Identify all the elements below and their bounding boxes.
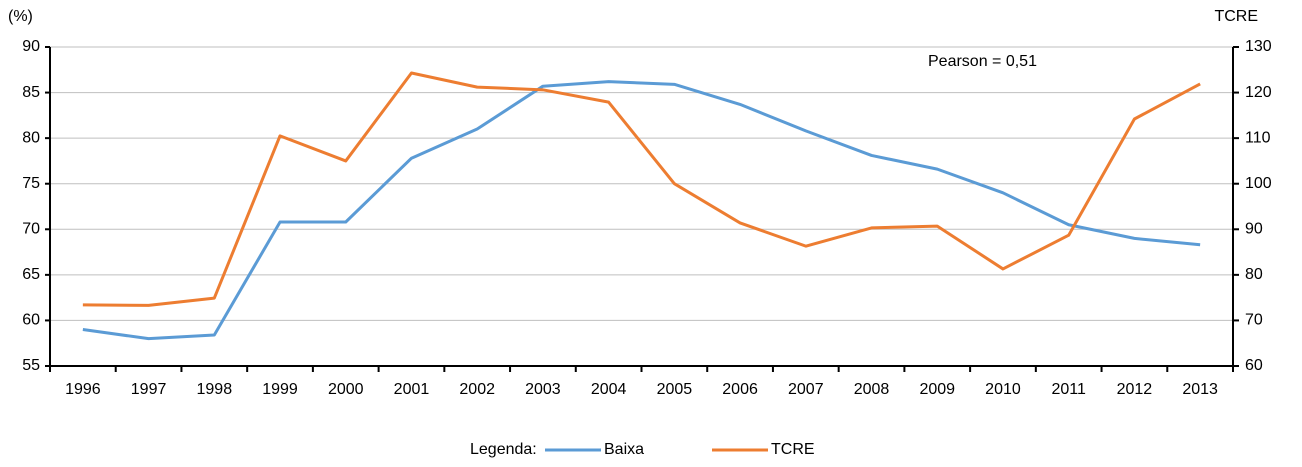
x-tick-label: 2013	[1182, 381, 1218, 398]
y-tick-label: 60	[22, 312, 40, 329]
y2-tick-label: 70	[1245, 312, 1263, 329]
legend-label: TCRE	[771, 441, 815, 458]
y-tick-label: 80	[22, 129, 40, 146]
line-series	[82, 80, 1201, 341]
y-tick-label: 70	[22, 221, 40, 238]
y-tick-label: 55	[22, 357, 40, 374]
annotation: Pearson = 0,51	[928, 53, 1037, 70]
y2-tick-label: 60	[1245, 357, 1263, 374]
x-tick-label: 2007	[788, 381, 824, 398]
y2-tick-label: 110	[1245, 129, 1271, 146]
x-tick-label: 1996	[65, 381, 101, 398]
y2-tick-label: 120	[1245, 84, 1272, 101]
y2-axis-label: TCRE	[1214, 8, 1258, 25]
line-series	[82, 71, 1201, 307]
x-tick-label: 2009	[919, 381, 955, 398]
x-tick-label: 2002	[459, 381, 495, 398]
legend-title: Legenda:	[470, 441, 537, 458]
x-tick-label: 2000	[328, 381, 364, 398]
legend-label: Baixa	[604, 441, 644, 458]
x-tick-label: 2005	[657, 381, 693, 398]
y-axis-label: (%)	[8, 8, 33, 25]
y2-tick-label: 130	[1245, 38, 1272, 55]
x-tick-label: 1997	[131, 381, 167, 398]
x-tick-label: 2004	[591, 381, 627, 398]
x-tick-label: 2006	[722, 381, 758, 398]
x-tick-label: 2008	[854, 381, 890, 398]
y2-tick-label: 100	[1245, 175, 1272, 192]
y2-tick-label: 90	[1245, 221, 1263, 238]
x-tick-label: 2011	[1051, 381, 1086, 398]
y-tick-label: 65	[22, 266, 40, 283]
x-tick-label: 1998	[197, 381, 233, 398]
y-tick-label: 75	[22, 175, 40, 192]
y2-tick-label: 80	[1245, 266, 1263, 283]
x-tick-label: 2001	[394, 381, 430, 398]
y-tick-label: 90	[22, 38, 40, 55]
x-tick-label: 2010	[985, 381, 1021, 398]
x-tick-label: 1999	[262, 381, 298, 398]
x-tick-label: 2003	[525, 381, 561, 398]
x-tick-label: 2012	[1117, 381, 1153, 398]
y-tick-label: 85	[22, 84, 40, 101]
